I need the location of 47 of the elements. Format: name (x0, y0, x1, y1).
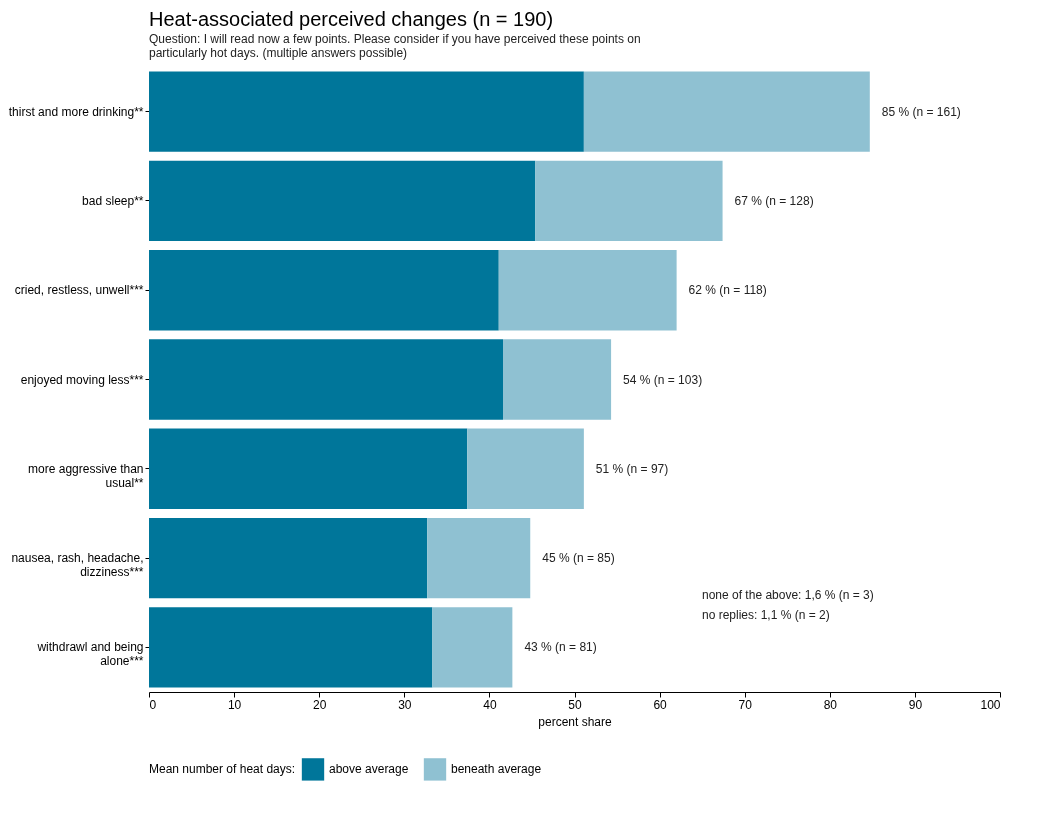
bar (427, 517, 531, 599)
bar (432, 607, 513, 688)
y-tick-label: enjoyed moving less*** (20, 372, 144, 387)
y-tick-label: cried, restless, unwell*** (14, 283, 144, 298)
chart-subtitle: Question: I will read now a few points. Please consider if you have perceived these points on particularly hot days. (multiple answers possible) (149, 32, 641, 60)
y-tick-label: more aggressive than usual** (28, 461, 144, 490)
total-label: 51 % (n = 97) (595, 461, 669, 476)
y-tick-label: thirst and more drinking** (8, 104, 144, 119)
total-label: 67 % (n = 128) (734, 193, 814, 208)
annotation: none of the above: 1,6 % (n = 3) (702, 588, 874, 602)
bar (149, 339, 504, 420)
y-tick-label: withdrawl and being alone*** (36, 640, 144, 669)
x-tick-label: 40 (483, 697, 497, 712)
x-tick-label: 50 (568, 697, 582, 712)
x-tick-label: 100 (980, 697, 1001, 712)
y-tick-label: nausea, rash, headache, dizziness*** (11, 551, 144, 580)
x-tick-label: 0 (149, 697, 157, 712)
bar (503, 339, 612, 420)
legend-title: Mean number of heat days: (149, 762, 296, 776)
legend-label: above average (329, 762, 409, 777)
bar (583, 71, 870, 152)
x-tick-label: 70 (738, 697, 753, 712)
total-label: 85 % (n = 161) (881, 104, 961, 119)
x-tick-label: 90 (908, 697, 923, 712)
bar (149, 607, 433, 688)
bar (535, 160, 723, 242)
x-tick-label: 10 (227, 697, 242, 712)
x-tick-label: 80 (823, 697, 838, 712)
bar (498, 250, 677, 331)
total-label: 43 % (n = 81) (524, 640, 597, 655)
bar (149, 517, 428, 599)
y-tick-label: bad sleep** (82, 193, 144, 208)
x-axis-title: percent share (538, 714, 613, 729)
x-tick-label: 20 (313, 697, 327, 712)
bar (149, 160, 536, 242)
x-tick-label: 60 (653, 697, 668, 712)
bar (149, 71, 584, 152)
annotation: no replies: 1,1 % (n = 2) (702, 608, 830, 622)
bar (149, 250, 499, 331)
legend-label: beneath average (451, 762, 542, 777)
total-label: 54 % (n = 103) (623, 372, 703, 387)
bar (149, 428, 468, 509)
total-label: 62 % (n = 118) (688, 283, 767, 298)
chart-title: Heat-associated perceived changes (n = 190) (149, 8, 554, 30)
bar (467, 428, 584, 509)
total-label: 45 % (n = 85) (542, 551, 615, 566)
x-tick-label: 30 (398, 697, 412, 712)
